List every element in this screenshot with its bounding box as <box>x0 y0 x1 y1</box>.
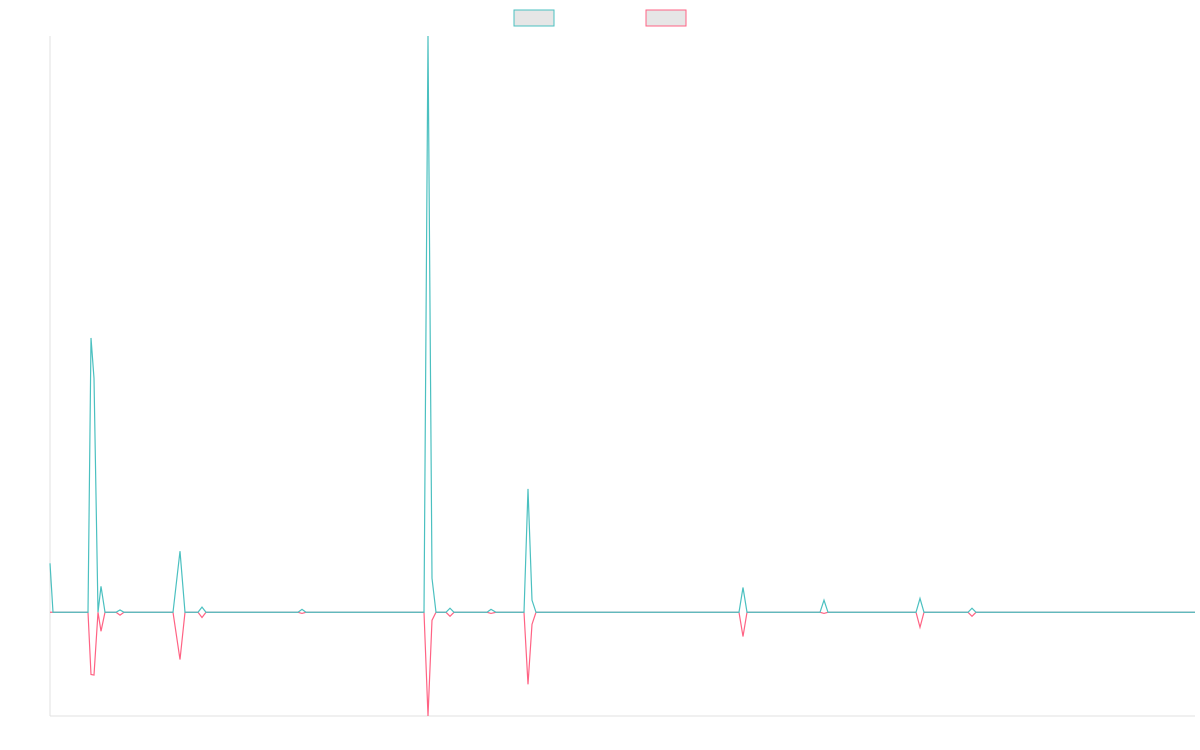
legend-swatch <box>513 9 555 27</box>
series-line <box>50 611 1195 717</box>
series-line <box>49 35 1195 613</box>
legend-swatch <box>645 9 687 27</box>
